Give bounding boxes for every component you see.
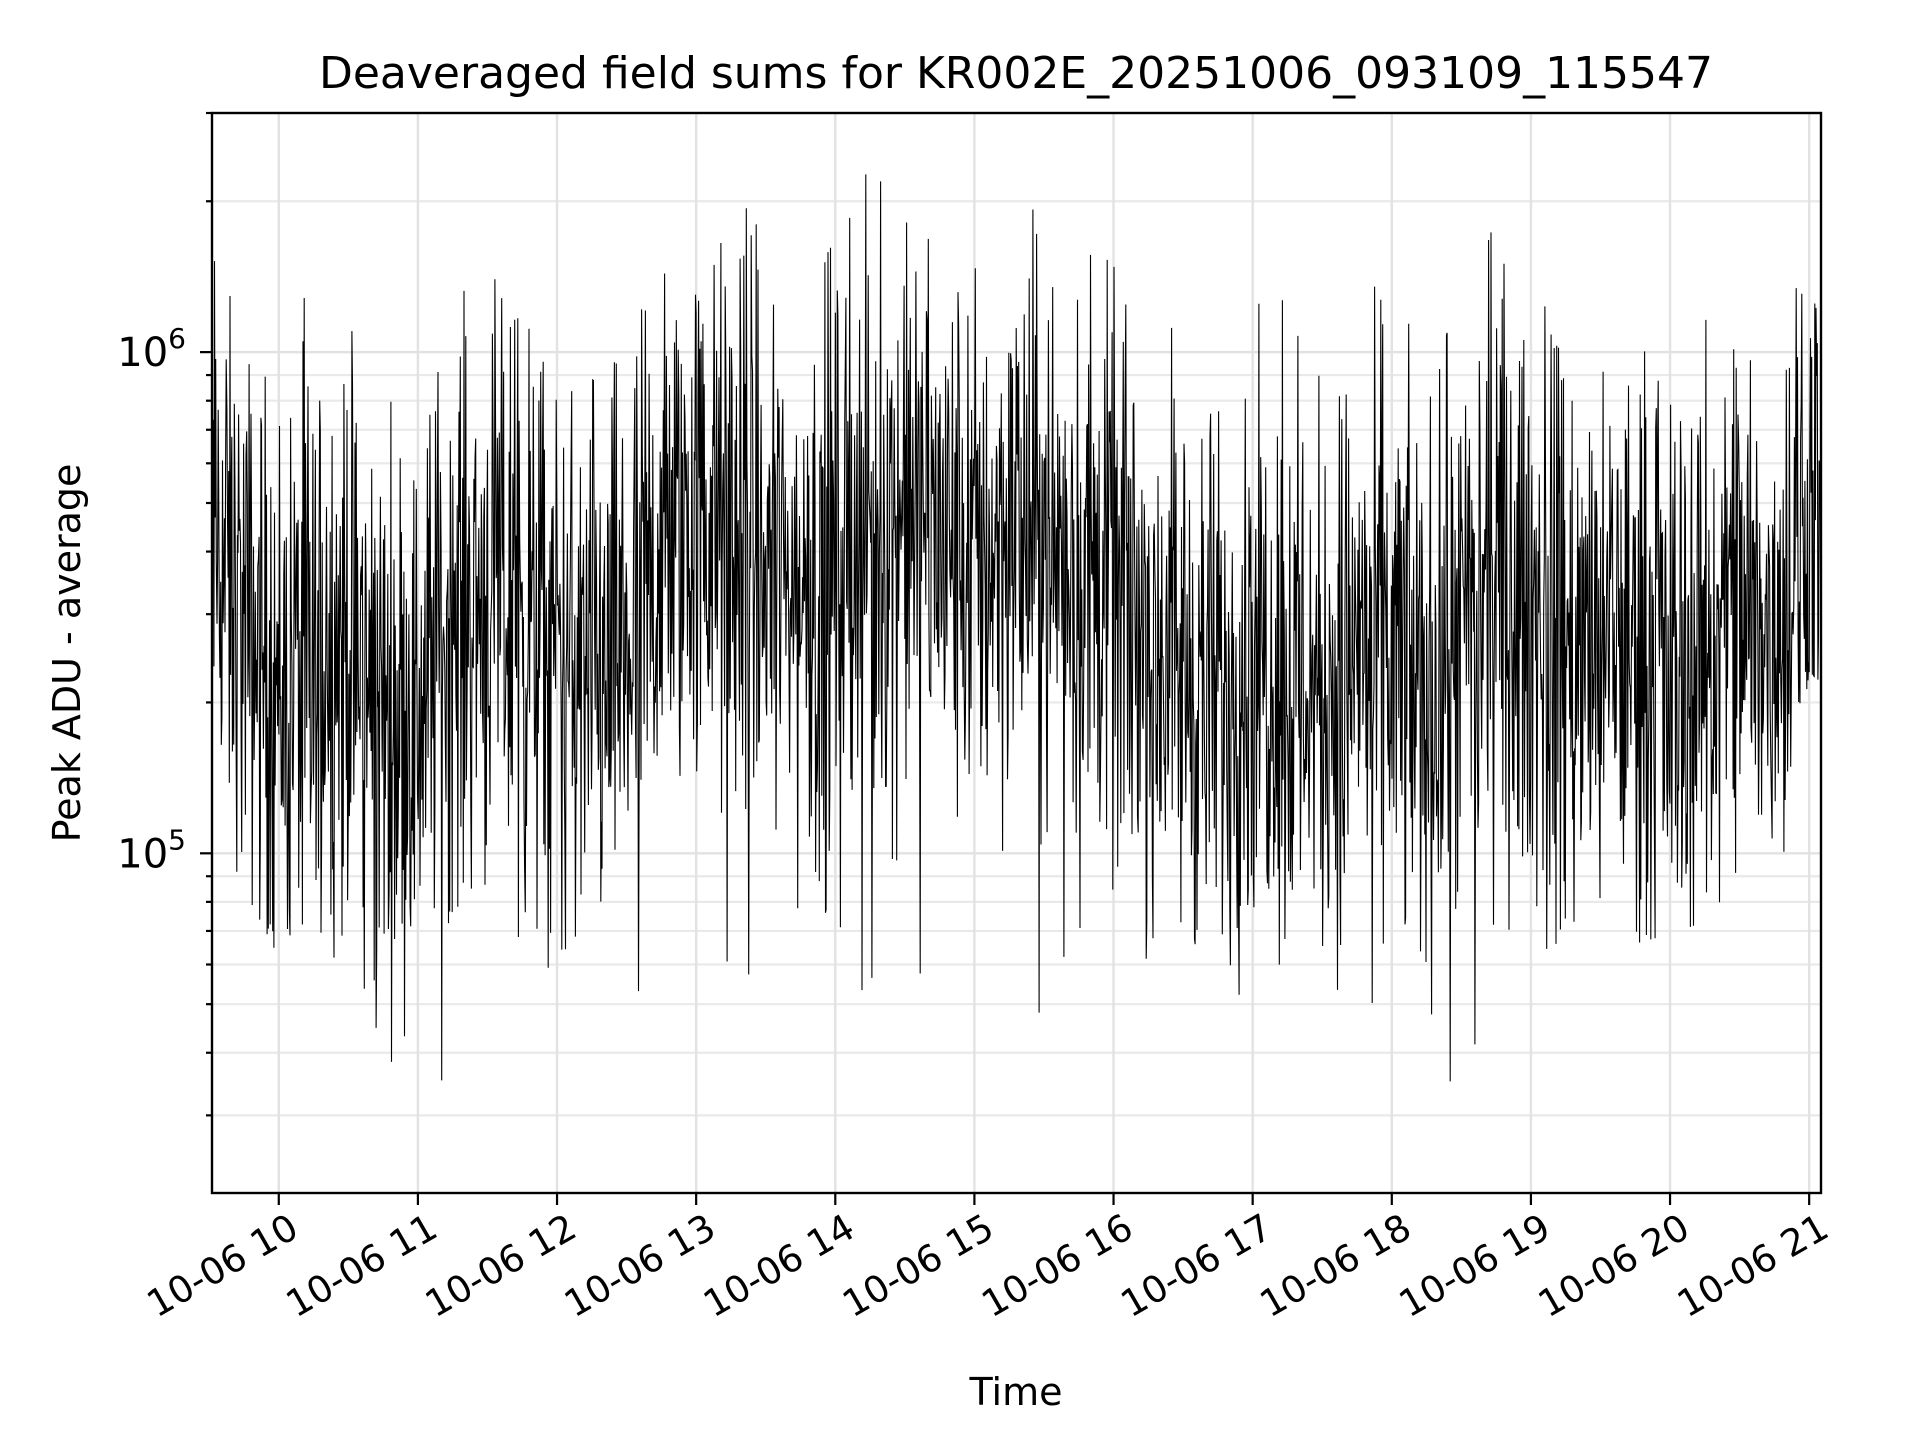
x-tick-label: 10-06 19 (1392, 1206, 1558, 1326)
x-tick-label: 10-06 15 (835, 1206, 1001, 1326)
chart-title: Deaveraged field sums for KR002E_2025100… (319, 48, 1713, 99)
x-axis-label: Time (969, 1370, 1063, 1414)
x-tick-label: 10-06 21 (1670, 1206, 1836, 1326)
grid (212, 111, 1821, 1193)
plot-frame (210, 111, 1823, 1195)
y-axis-label: Peak ADU - average (45, 464, 89, 843)
y-tick-label: 106 (117, 322, 186, 376)
x-tick-label: 10-06 11 (279, 1206, 445, 1326)
x-tick-label: 10-06 10 (140, 1206, 306, 1326)
series-layer (211, 174, 1822, 1082)
x-tick-label: 10-06 14 (696, 1206, 862, 1326)
x-tick-label: 10-06 13 (557, 1206, 723, 1326)
x-tick-label: 10-06 16 (974, 1206, 1140, 1326)
x-tick-label: 10-06 18 (1253, 1206, 1419, 1326)
x-tick-label: 10-06 17 (1114, 1206, 1280, 1326)
series-line (211, 174, 1822, 1082)
y-axis: 105 106 (117, 111, 212, 1117)
x-tick-label: 10-06 20 (1531, 1206, 1697, 1326)
y-tick-label: 105 (117, 823, 186, 877)
x-tick-label: 10-06 12 (418, 1206, 584, 1326)
